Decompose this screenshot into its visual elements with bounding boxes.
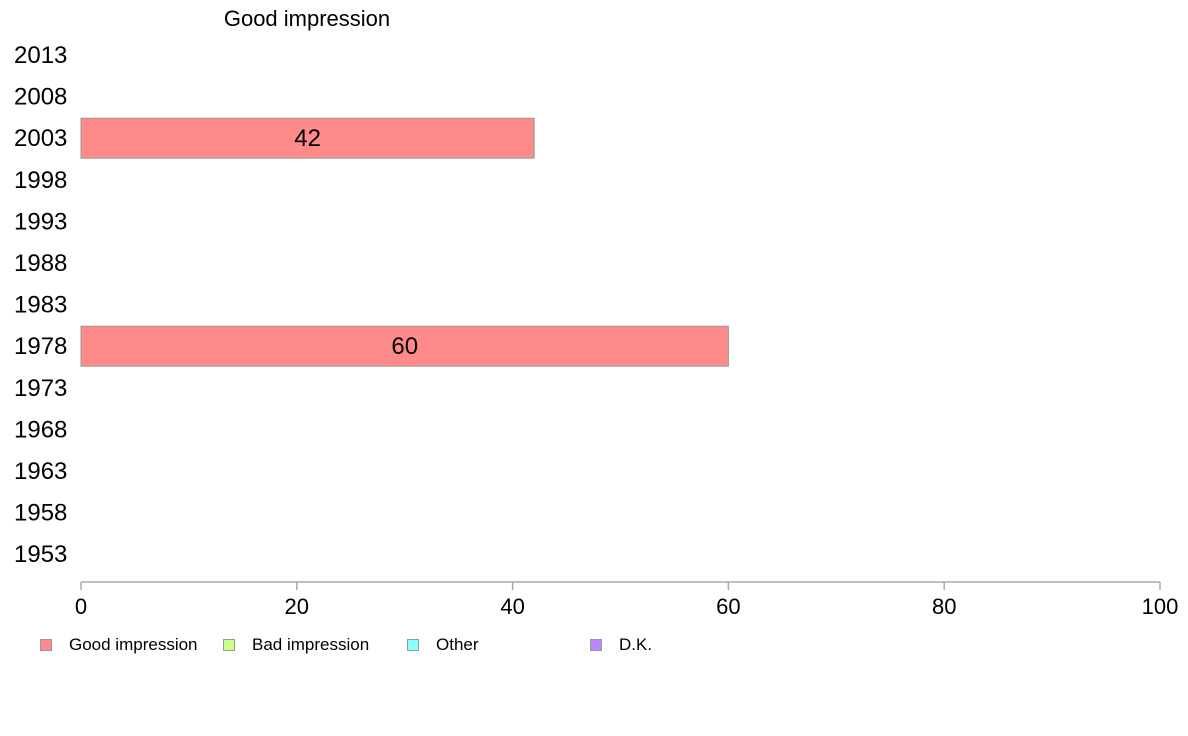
- chart-title: Good impression: [224, 6, 390, 31]
- y-tick-label: 2003: [14, 125, 67, 152]
- bar: [80, 117, 535, 159]
- x-tick-label: 20: [285, 594, 309, 619]
- legend-swatch-bad-impression: [223, 639, 235, 651]
- legend-swatch-other: [407, 639, 419, 651]
- y-tick-label: 1983: [14, 292, 67, 319]
- y-tick-label: 1953: [14, 541, 67, 568]
- y-tick-label: 1968: [14, 416, 67, 443]
- x-tick-label: 100: [1142, 594, 1179, 619]
- x-tick-label: 40: [500, 594, 524, 619]
- y-tick-label: 1998: [14, 167, 67, 194]
- legend-label: Other: [436, 635, 479, 654]
- legend-label: Good impression: [69, 635, 198, 654]
- y-tick-label: 1978: [14, 333, 67, 360]
- legend-item-good-impression: Good impression: [40, 634, 198, 656]
- x-tick-label: 0: [75, 594, 87, 619]
- y-tick-label: 1958: [14, 500, 67, 527]
- x-tick-label: 80: [932, 594, 956, 619]
- legend-swatch-dk: [590, 639, 602, 651]
- legend-item-other: Other: [407, 634, 479, 656]
- bar-value-label: 42: [294, 125, 321, 152]
- y-tick-label: 2013: [14, 42, 67, 69]
- y-tick-label: 2008: [14, 84, 67, 111]
- legend-label: Bad impression: [252, 635, 370, 654]
- legend: Good impression Bad impression Other D.K…: [0, 634, 1188, 656]
- bar-value-label: 60: [391, 333, 418, 360]
- legend-item-dk: D.K.: [590, 634, 652, 656]
- x-tick-label: 60: [716, 594, 740, 619]
- y-tick-label: 1988: [14, 250, 67, 277]
- y-tick-label: 1993: [14, 208, 67, 235]
- y-tick-label: 1973: [14, 375, 67, 402]
- legend-label: D.K.: [619, 635, 653, 654]
- legend-item-bad-impression: Bad impression: [223, 634, 369, 656]
- bar: [80, 325, 729, 367]
- legend-swatch-good-impression: [40, 639, 52, 651]
- y-tick-label: 1963: [14, 458, 67, 485]
